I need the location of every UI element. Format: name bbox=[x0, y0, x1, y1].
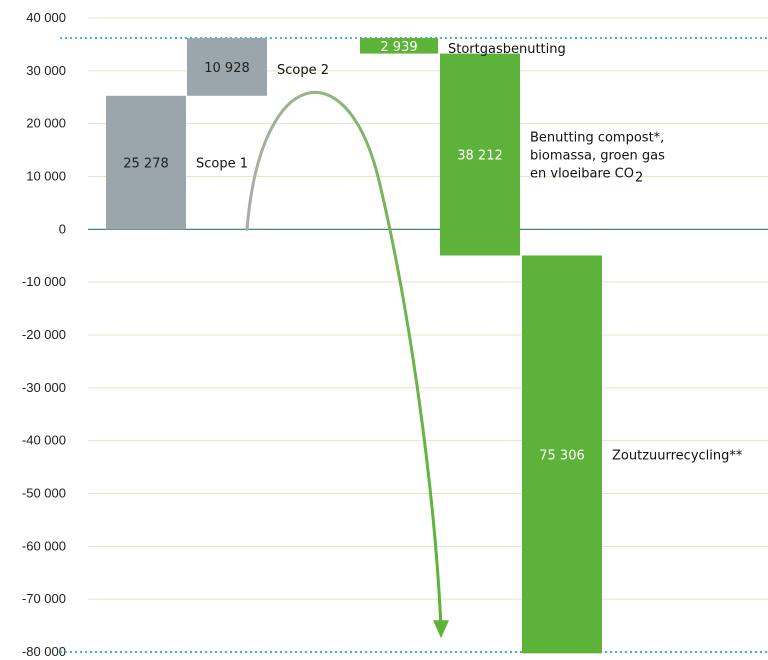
bar bbox=[187, 38, 267, 96]
y-tick-label: 0 bbox=[59, 221, 66, 236]
y-tick-label: 40 000 bbox=[26, 10, 66, 25]
bar-category-label: biomassa, groen gas bbox=[530, 149, 665, 164]
arc-arrowhead-icon bbox=[433, 620, 449, 639]
transition-arc bbox=[245, 90, 449, 639]
bar-category-label: Benutting compost*, bbox=[530, 131, 664, 146]
y-tick-label: -50 000 bbox=[22, 486, 66, 501]
bar-value-label: 25 278 bbox=[123, 157, 169, 172]
bar-category-subscript: 2 bbox=[635, 171, 643, 186]
bar bbox=[440, 53, 520, 256]
bar-value-label: 2 939 bbox=[380, 40, 417, 55]
arc-arrow-path bbox=[245, 90, 443, 630]
y-tick-label: 10 000 bbox=[26, 169, 66, 184]
y-tick-label: -40 000 bbox=[22, 433, 66, 448]
y-axis-tick-labels: 40 000 30 000 20 000 10 000 0 -10 000 -20 000 -… bbox=[22, 10, 66, 659]
bars bbox=[106, 38, 602, 654]
y-tick-label: 30 000 bbox=[26, 63, 66, 78]
bar-value-label: 75 306 bbox=[539, 448, 585, 463]
bar-category-label: Scope 2 bbox=[277, 63, 329, 78]
bar-value-labels: 25 278 10 928 2 939 38 212 75 306 bbox=[123, 40, 585, 464]
bar-category-label: en vloeibare CO bbox=[530, 167, 634, 182]
bar-category-labels: Scope 1 Scope 2 Stortgasbenutting Benutting… bbox=[196, 42, 743, 463]
bar bbox=[360, 38, 438, 54]
bar-category-label: Zoutzuurrecycling** bbox=[612, 448, 743, 463]
bar-category-label: Stortgasbenutting bbox=[448, 42, 566, 57]
grid-lines bbox=[88, 17, 768, 653]
bar bbox=[106, 95, 186, 230]
y-tick-label: -20 000 bbox=[22, 327, 66, 342]
y-tick-label: -10 000 bbox=[22, 274, 66, 289]
y-tick-label: -70 000 bbox=[22, 591, 66, 606]
reference-lines bbox=[60, 37, 768, 653]
y-tick-label: 20 000 bbox=[26, 116, 66, 131]
bar-value-label: 38 212 bbox=[457, 149, 503, 164]
bar bbox=[522, 255, 602, 654]
bar-category-label: Scope 1 bbox=[196, 157, 248, 172]
y-tick-label: -80 000 bbox=[22, 644, 66, 659]
bar-value-label: 10 928 bbox=[204, 61, 250, 76]
y-tick-label: -30 000 bbox=[22, 380, 66, 395]
y-tick-label: -60 000 bbox=[22, 538, 66, 553]
